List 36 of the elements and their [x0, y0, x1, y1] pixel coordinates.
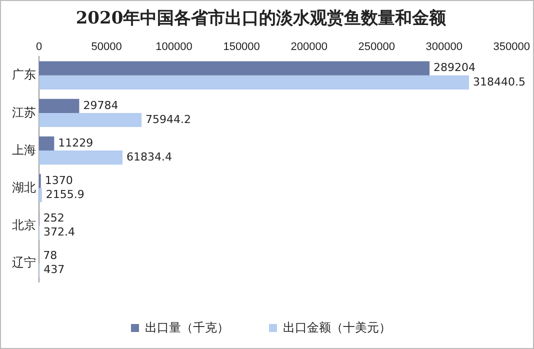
x-tick-label: 300000: [426, 41, 462, 54]
data-label: 1370: [44, 174, 73, 187]
bar: [39, 75, 470, 90]
bar: [39, 136, 54, 151]
data-label: 78: [43, 249, 58, 262]
data-label: 318440.5: [473, 75, 526, 88]
data-label: 75944.2: [146, 112, 192, 126]
x-tick-label: 100000: [156, 41, 192, 54]
data-label: 61834.4: [126, 150, 172, 164]
data-label: 2155.9: [46, 188, 84, 201]
bar: [39, 112, 142, 128]
legend-label: 出口量（千克）: [145, 320, 229, 334]
data-label: 372.4: [44, 226, 76, 239]
bar: [39, 61, 430, 76]
y-tick-label: 江苏: [12, 105, 36, 120]
y-tick-label: 广东: [12, 68, 36, 82]
data-label: 437: [44, 263, 65, 276]
bar: [39, 150, 123, 165]
y-tick-label: 辽宁: [12, 256, 36, 270]
x-tick-label: 200000: [290, 41, 328, 54]
y-tick-label: 湖北: [12, 180, 36, 194]
data-label: 29784: [83, 98, 118, 112]
x-tick-label: 50000: [91, 41, 122, 54]
x-tick-label: 0: [36, 41, 42, 54]
legend-label: 出口金额（十美元）: [283, 320, 391, 334]
y-tick-label: 北京: [12, 218, 36, 232]
x-tick-label: 350000: [493, 41, 530, 54]
data-label: 252: [43, 211, 64, 224]
data-label: 11229: [58, 136, 94, 150]
x-tick-label: 150000: [223, 41, 260, 54]
chart-title: 2020年中国各省市出口的淡水观赏鱼数量和金额: [76, 8, 448, 29]
data-label: 289204: [434, 61, 476, 74]
x-tick-label: 250000: [358, 41, 395, 54]
bar: [39, 188, 42, 202]
bar: [39, 98, 80, 113]
y-tick-label: 上海: [12, 142, 36, 157]
